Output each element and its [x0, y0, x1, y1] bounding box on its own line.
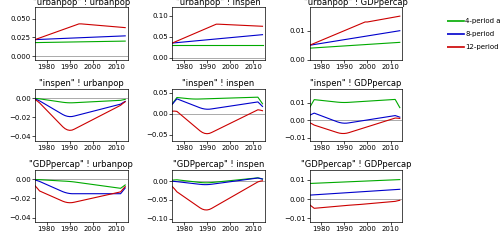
- Title: "GDPpercap" ! inspen: "GDPpercap" ! inspen: [173, 160, 264, 169]
- Text: 8-period: 8-period: [465, 31, 494, 37]
- Text: 12-period: 12-period: [465, 44, 498, 50]
- Title: "GDPpercap" ! GDPpercap: "GDPpercap" ! GDPpercap: [300, 160, 411, 169]
- Text: 4-period ahead: 4-period ahead: [465, 18, 500, 23]
- Title: "urbanpop" ! inspen: "urbanpop" ! inspen: [176, 0, 261, 7]
- Title: "inspen" ! GDPpercap: "inspen" ! GDPpercap: [310, 79, 402, 88]
- Title: "inspen" ! inspen: "inspen" ! inspen: [182, 79, 254, 88]
- Title: "GDPpercap" ! urbanpop: "GDPpercap" ! urbanpop: [30, 160, 133, 169]
- Title: "urbanpop" ! urbanpop: "urbanpop" ! urbanpop: [32, 0, 130, 7]
- Title: "urbanpop" ! GDPpercap: "urbanpop" ! GDPpercap: [304, 0, 408, 7]
- Title: "inspen" ! urbanpop: "inspen" ! urbanpop: [39, 79, 123, 88]
